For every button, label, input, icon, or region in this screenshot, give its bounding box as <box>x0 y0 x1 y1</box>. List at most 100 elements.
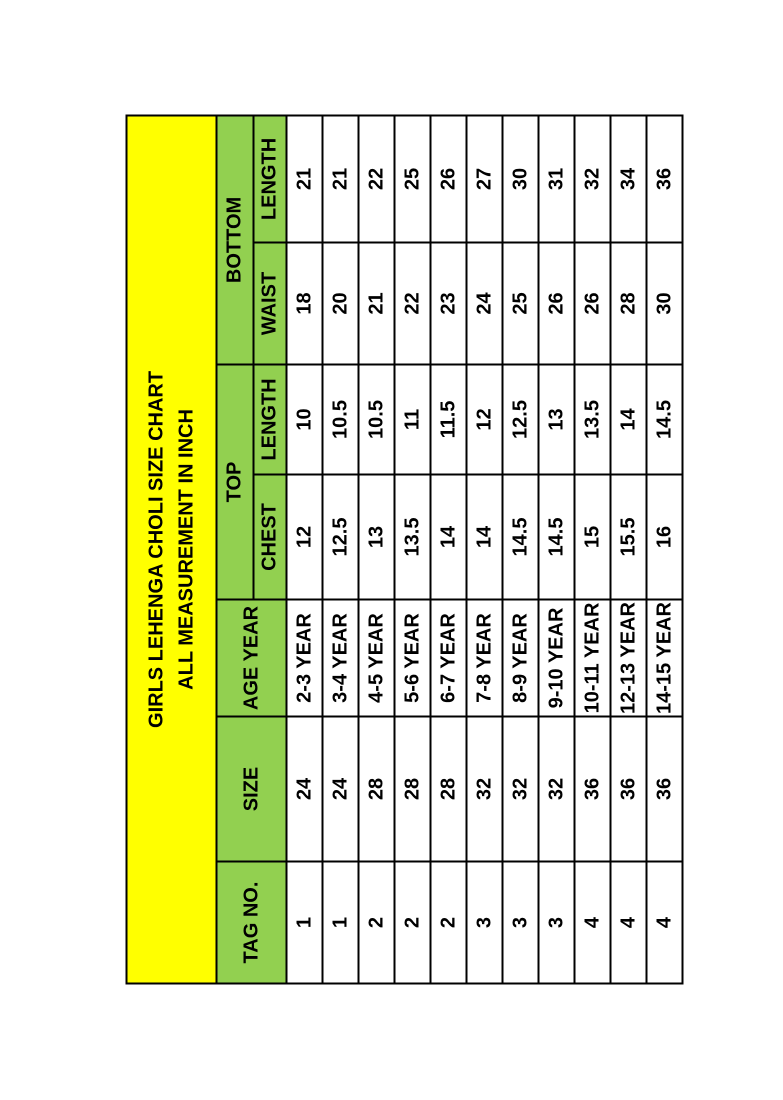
header-chest: CHEST <box>253 474 286 599</box>
cell-size: 36 <box>574 716 610 861</box>
cell-chest: 13.5 <box>394 474 430 599</box>
cell-tag: 4 <box>574 861 610 983</box>
cell-age: 2-3 YEAR <box>286 599 322 716</box>
cell-bottom-length: 21 <box>286 114 322 242</box>
cell-waist: 26 <box>574 242 610 364</box>
cell-waist: 25 <box>502 242 538 364</box>
table-row: 1 24 2-3 YEAR 12 10 18 21 <box>286 114 322 983</box>
cell-age: 7-8 YEAR <box>466 599 502 716</box>
cell-bottom-length: 26 <box>430 114 466 242</box>
chart-title: GIRLS LEHENGA CHOLI SIZE CHART ALL MEASU… <box>126 114 216 983</box>
cell-tag: 2 <box>358 861 394 983</box>
table-row: 3 32 7-8 YEAR 14 12 24 27 <box>466 114 502 983</box>
cell-tag: 3 <box>466 861 502 983</box>
cell-size: 32 <box>502 716 538 861</box>
table-row: 4 36 12-13 YEAR 15.5 14 28 34 <box>610 114 646 983</box>
cell-bottom-length: 27 <box>466 114 502 242</box>
cell-chest: 14 <box>466 474 502 599</box>
cell-age: 4-5 YEAR <box>358 599 394 716</box>
cell-size: 28 <box>430 716 466 861</box>
cell-size: 36 <box>610 716 646 861</box>
header-size: SIZE <box>216 716 286 861</box>
cell-waist: 20 <box>322 242 358 364</box>
cell-tag: 1 <box>322 861 358 983</box>
cell-chest: 14 <box>430 474 466 599</box>
header-bottom-length: LENGTH <box>253 114 286 242</box>
cell-tag: 3 <box>502 861 538 983</box>
table-row: 4 36 10-11 YEAR 15 13.5 26 32 <box>574 114 610 983</box>
cell-tag: 4 <box>646 861 682 983</box>
cell-top-length: 12.5 <box>502 364 538 474</box>
cell-tag: 2 <box>394 861 430 983</box>
cell-chest: 13 <box>358 474 394 599</box>
cell-bottom-length: 34 <box>610 114 646 242</box>
cell-chest: 15.5 <box>610 474 646 599</box>
cell-top-length: 14 <box>610 364 646 474</box>
cell-top-length: 11.5 <box>430 364 466 474</box>
cell-bottom-length: 36 <box>646 114 682 242</box>
table-row: 2 28 6-7 YEAR 14 11.5 23 26 <box>430 114 466 983</box>
table-row: 2 28 5-6 YEAR 13.5 11 22 25 <box>394 114 430 983</box>
cell-tag: 4 <box>610 861 646 983</box>
cell-age: 8-9 YEAR <box>502 599 538 716</box>
cell-top-length: 12 <box>466 364 502 474</box>
cell-top-length: 13.5 <box>574 364 610 474</box>
cell-bottom-length: 22 <box>358 114 394 242</box>
cell-age: 3-4 YEAR <box>322 599 358 716</box>
cell-size: 32 <box>538 716 574 861</box>
cell-top-length: 11 <box>394 364 430 474</box>
cell-top-length: 13 <box>538 364 574 474</box>
cell-chest: 12.5 <box>322 474 358 599</box>
cell-age: 14-15 YEAR <box>646 599 682 716</box>
header-top-length: LENGTH <box>253 364 286 474</box>
cell-tag: 3 <box>538 861 574 983</box>
header-tag-no: TAG NO. <box>216 861 286 983</box>
cell-bottom-length: 25 <box>394 114 430 242</box>
header-age-year: AGE YEAR <box>216 599 286 716</box>
header-bottom: BOTTOM <box>216 114 253 364</box>
table-row: 3 32 9-10 YEAR 14.5 13 26 31 <box>538 114 574 983</box>
cell-waist: 30 <box>646 242 682 364</box>
title-line-1: GIRLS LEHENGA CHOLI SIZE CHART <box>145 370 167 728</box>
cell-waist: 22 <box>394 242 430 364</box>
table-row: 1 24 3-4 YEAR 12.5 10.5 20 21 <box>322 114 358 983</box>
size-chart-table: GIRLS LEHENGA CHOLI SIZE CHART ALL MEASU… <box>125 114 683 984</box>
cell-bottom-length: 21 <box>322 114 358 242</box>
table-row: 4 36 14-15 YEAR 16 14.5 30 36 <box>646 114 682 983</box>
cell-chest: 12 <box>286 474 322 599</box>
cell-waist: 26 <box>538 242 574 364</box>
cell-chest: 14.5 <box>538 474 574 599</box>
cell-size: 32 <box>466 716 502 861</box>
size-chart: GIRLS LEHENGA CHOLI SIZE CHART ALL MEASU… <box>125 114 682 984</box>
header-waist: WAIST <box>253 242 286 364</box>
cell-bottom-length: 30 <box>502 114 538 242</box>
cell-waist: 18 <box>286 242 322 364</box>
header-top: TOP <box>216 364 253 599</box>
cell-size: 28 <box>358 716 394 861</box>
table-row: 2 28 4-5 YEAR 13 10.5 21 22 <box>358 114 394 983</box>
cell-chest: 15 <box>574 474 610 599</box>
cell-age: 12-13 YEAR <box>610 599 646 716</box>
cell-tag: 2 <box>430 861 466 983</box>
cell-top-length: 14.5 <box>646 364 682 474</box>
cell-age: 10-11 YEAR <box>574 599 610 716</box>
cell-bottom-length: 32 <box>574 114 610 242</box>
cell-chest: 14.5 <box>502 474 538 599</box>
cell-size: 24 <box>322 716 358 861</box>
cell-age: 9-10 YEAR <box>538 599 574 716</box>
cell-size: 28 <box>394 716 430 861</box>
cell-waist: 24 <box>466 242 502 364</box>
cell-tag: 1 <box>286 861 322 983</box>
cell-top-length: 10.5 <box>358 364 394 474</box>
cell-bottom-length: 31 <box>538 114 574 242</box>
cell-size: 36 <box>646 716 682 861</box>
cell-waist: 21 <box>358 242 394 364</box>
cell-size: 24 <box>286 716 322 861</box>
cell-age: 5-6 YEAR <box>394 599 430 716</box>
cell-waist: 28 <box>610 242 646 364</box>
cell-waist: 23 <box>430 242 466 364</box>
cell-top-length: 10 <box>286 364 322 474</box>
cell-chest: 16 <box>646 474 682 599</box>
table-row: 3 32 8-9 YEAR 14.5 12.5 25 30 <box>502 114 538 983</box>
cell-top-length: 10.5 <box>322 364 358 474</box>
